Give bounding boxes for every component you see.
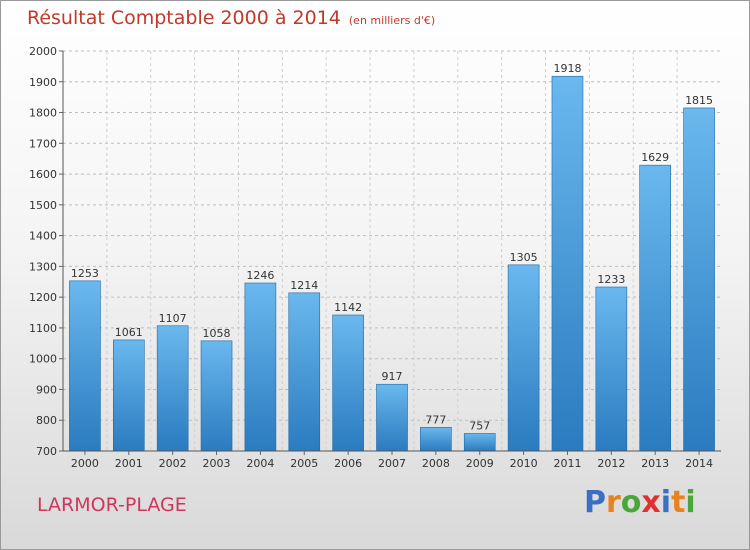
x-tick-label: 2012 <box>597 457 625 470</box>
y-tick-label: 1900 <box>29 76 57 89</box>
commune-name: LARMOR-PLAGE <box>37 494 187 516</box>
logo-letter: P <box>584 485 606 520</box>
data-label: 1305 <box>510 251 538 264</box>
bar <box>376 383 408 452</box>
x-tick-label: 2009 <box>466 457 494 470</box>
data-label: 1233 <box>597 273 625 286</box>
y-tick-label: 1300 <box>29 260 57 273</box>
x-tick-label: 2003 <box>203 457 231 470</box>
data-label: 757 <box>469 419 490 432</box>
x-tick-label: 2007 <box>378 457 406 470</box>
data-label: 1214 <box>290 279 318 292</box>
x-tick-label: 2005 <box>290 457 318 470</box>
labels: 700 800 900 1000 1100 1200 1300 1400 1500 1600 170… <box>29 45 713 470</box>
data-label: 1815 <box>685 94 713 107</box>
data-label: 917 <box>382 370 403 383</box>
bar <box>113 339 145 452</box>
bar <box>595 286 628 452</box>
x-tick-label: 2006 <box>334 457 362 470</box>
x-tick-label: 2008 <box>422 457 450 470</box>
bar <box>156 325 189 452</box>
x-tick-label: 2011 <box>553 457 581 470</box>
bar <box>639 164 672 452</box>
y-tick-label: 1500 <box>29 199 57 212</box>
data-label: 1107 <box>159 312 187 325</box>
data-label: 777 <box>425 413 446 426</box>
x-tick-label: 2002 <box>159 457 187 470</box>
y-tick-label: 1200 <box>29 291 57 304</box>
x-tick-label: 2004 <box>246 457 274 470</box>
bar <box>200 340 233 452</box>
bar <box>551 75 584 452</box>
data-label: 1253 <box>71 267 99 280</box>
x-tick-label: 2014 <box>685 457 713 470</box>
bar <box>683 107 715 452</box>
logo-letter: i <box>660 485 672 520</box>
chart-title: Résultat Comptable 2000 à 2014 (en millie… <box>27 7 435 29</box>
y-tick-label: 2000 <box>29 45 57 58</box>
data-label: 1629 <box>641 151 669 164</box>
data-label: 1246 <box>246 269 274 282</box>
logo-letter: i <box>685 485 696 520</box>
x-tick-label: 2001 <box>115 457 143 470</box>
logo-letter: o <box>620 485 642 520</box>
bar <box>420 427 452 452</box>
x-tick-label: 2000 <box>71 457 99 470</box>
data-label: 1142 <box>334 301 362 314</box>
y-tick-label: 1800 <box>29 107 57 120</box>
data-label: 1918 <box>553 62 581 75</box>
bar <box>463 433 496 452</box>
logo-letter: t <box>671 485 686 520</box>
bar <box>507 264 540 452</box>
bars <box>69 75 715 452</box>
y-tick-label: 800 <box>36 414 57 427</box>
y-tick-label: 1400 <box>29 230 57 243</box>
y-tick-label: 1700 <box>29 137 57 150</box>
data-label: 1058 <box>203 327 231 340</box>
data-label: 1061 <box>115 326 143 339</box>
logo-letter: x <box>641 485 661 520</box>
chart-subtitle: (en milliers d'€) <box>348 14 436 27</box>
y-tick-label: 1600 <box>29 168 57 181</box>
x-tick-label: 2013 <box>641 457 669 470</box>
y-tick-label: 900 <box>36 383 57 396</box>
y-tick-label: 1000 <box>29 353 57 366</box>
proxiti-logo: Proxiti <box>584 485 696 520</box>
bar <box>244 282 277 452</box>
y-tick-label: 700 <box>36 445 57 458</box>
chart-title-text: Résultat Comptable 2000 à 2014 <box>27 7 341 29</box>
x-tick-label: 2010 <box>510 457 538 470</box>
bar <box>69 280 101 452</box>
axes <box>59 50 721 455</box>
y-tick-label: 1100 <box>29 322 57 335</box>
logo-letter: r <box>606 485 621 520</box>
bar <box>332 314 364 452</box>
bar <box>288 292 321 452</box>
